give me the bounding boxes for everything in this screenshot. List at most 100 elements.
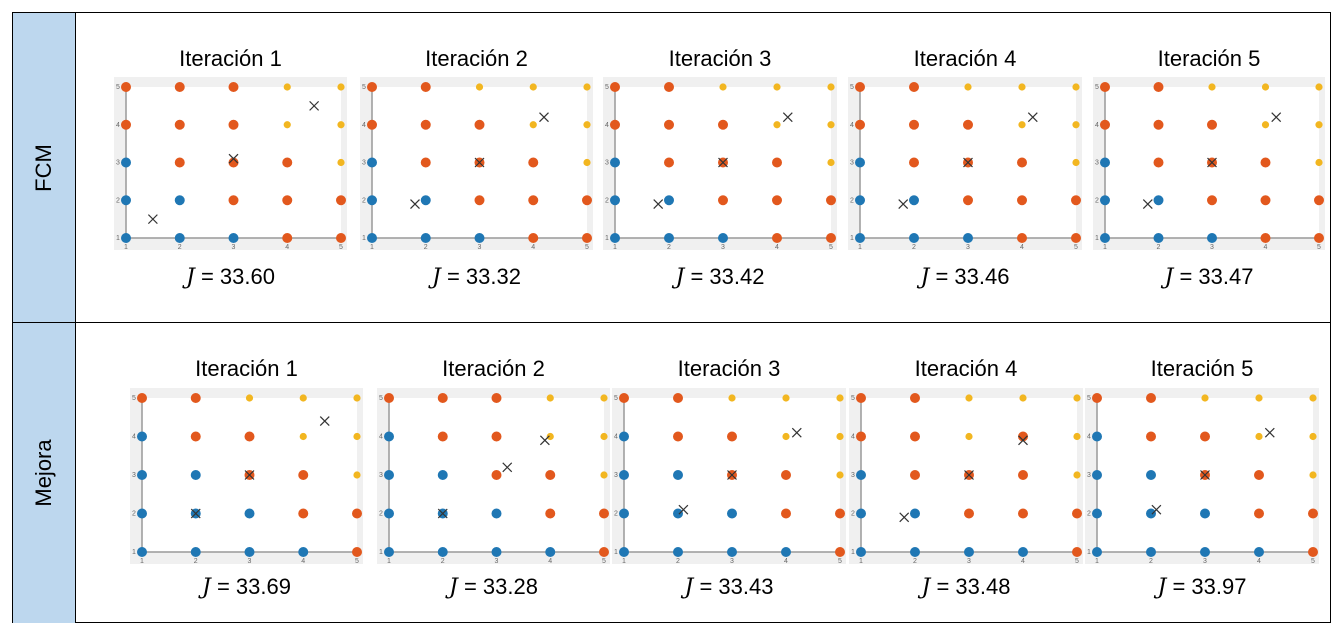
data-point bbox=[583, 158, 591, 167]
data-point bbox=[1100, 195, 1110, 206]
panel-title: Iteración 3 bbox=[677, 356, 781, 381]
data-point bbox=[719, 83, 727, 91]
data-point bbox=[727, 547, 737, 557]
y-tick-label: 3 bbox=[132, 472, 136, 479]
data-point bbox=[1315, 83, 1323, 91]
data-point bbox=[1019, 394, 1027, 402]
y-tick-label: 3 bbox=[379, 472, 383, 479]
data-point bbox=[664, 119, 674, 130]
data-point bbox=[664, 82, 674, 92]
data-point bbox=[964, 83, 972, 91]
x-tick-label: 2 bbox=[1149, 558, 1153, 565]
x-tick-label: 5 bbox=[1311, 558, 1315, 565]
x-tick-label: 5 bbox=[355, 558, 359, 565]
data-point bbox=[855, 157, 865, 168]
panel-title: Iteración 4 bbox=[914, 356, 1018, 381]
scatter-plot: 1 2 3 4 5 1 2 3 4 5 bbox=[603, 77, 837, 251]
x-tick-label: 4 bbox=[548, 558, 552, 565]
y-tick-label: 3 bbox=[614, 472, 618, 479]
x-tick-label: 1 bbox=[859, 558, 863, 565]
data-point bbox=[718, 195, 728, 206]
data-point bbox=[582, 195, 592, 206]
data-point bbox=[600, 471, 608, 479]
x-tick-label: 4 bbox=[531, 244, 535, 251]
data-point bbox=[190, 547, 201, 557]
data-point bbox=[367, 119, 377, 130]
scatter-plot: 1 2 3 4 5 1 2 3 4 5 bbox=[130, 388, 363, 565]
data-point bbox=[835, 508, 845, 519]
data-point bbox=[855, 119, 865, 130]
data-point bbox=[137, 508, 147, 519]
x-tick-label: 5 bbox=[838, 558, 842, 565]
y-tick-label: 3 bbox=[850, 160, 854, 167]
data-point bbox=[546, 394, 554, 402]
data-point bbox=[1146, 393, 1156, 403]
data-point bbox=[367, 82, 377, 92]
centroid-marker bbox=[1200, 470, 1210, 480]
x-tick-label: 3 bbox=[478, 244, 482, 251]
data-point bbox=[1092, 547, 1102, 557]
data-point bbox=[282, 157, 293, 168]
centroid-marker bbox=[1207, 157, 1217, 168]
centroid-marker bbox=[1264, 427, 1275, 438]
y-tick-label: 4 bbox=[379, 434, 383, 441]
data-point bbox=[664, 195, 674, 206]
centroid-marker bbox=[228, 153, 239, 164]
y-tick-label: 5 bbox=[850, 84, 854, 91]
data-point bbox=[1100, 157, 1110, 168]
data-point bbox=[964, 547, 974, 557]
data-point bbox=[282, 233, 293, 243]
y-tick-label: 1 bbox=[379, 549, 383, 556]
y-tick-label: 3 bbox=[1087, 472, 1091, 479]
centroid-marker bbox=[718, 157, 728, 168]
data-point bbox=[600, 394, 608, 402]
data-point bbox=[1314, 195, 1324, 206]
data-point bbox=[474, 195, 485, 206]
y-tick-label: 2 bbox=[614, 511, 618, 518]
y-tick-label: 2 bbox=[850, 197, 854, 204]
data-point bbox=[1018, 83, 1026, 91]
data-point bbox=[1017, 195, 1027, 206]
data-point bbox=[384, 431, 394, 442]
y-tick-label: 4 bbox=[1095, 122, 1099, 129]
data-point bbox=[1072, 121, 1080, 129]
data-point bbox=[491, 393, 502, 403]
panel-title: Iteración 2 bbox=[442, 356, 545, 381]
data-point bbox=[619, 393, 629, 403]
objective-number: = 33.43 bbox=[693, 574, 774, 599]
centroid-marker bbox=[309, 100, 320, 111]
data-point bbox=[174, 195, 185, 206]
x-tick-label: 1 bbox=[613, 244, 617, 251]
objective-symbol: J bbox=[1157, 575, 1167, 600]
data-point bbox=[336, 233, 346, 243]
data-point bbox=[474, 119, 485, 130]
y-tick-label: 2 bbox=[132, 511, 136, 518]
data-point bbox=[367, 233, 377, 243]
data-point bbox=[384, 508, 394, 519]
centroid-marker bbox=[1142, 199, 1153, 209]
x-tick-label: 4 bbox=[784, 558, 788, 565]
data-point bbox=[1017, 157, 1027, 168]
data-point bbox=[1254, 470, 1264, 480]
scatter-plot: 1 2 3 4 5 1 2 3 4 5 bbox=[848, 77, 1082, 251]
centroid-marker bbox=[1027, 112, 1038, 123]
data-point bbox=[619, 470, 629, 480]
data-point bbox=[528, 233, 539, 243]
data-point bbox=[1092, 431, 1102, 442]
data-point bbox=[420, 157, 431, 168]
objective-value: J = 33.47 bbox=[1165, 264, 1254, 290]
data-point bbox=[856, 393, 866, 403]
data-point bbox=[855, 195, 865, 206]
data-point bbox=[1260, 157, 1271, 168]
data-point bbox=[228, 119, 239, 130]
centroid-marker bbox=[502, 462, 513, 473]
data-point bbox=[1018, 121, 1026, 129]
data-point bbox=[244, 508, 255, 519]
data-point bbox=[1261, 121, 1270, 129]
centroid-marker bbox=[678, 504, 689, 515]
x-tick-label: 4 bbox=[775, 244, 779, 251]
data-point bbox=[836, 471, 844, 479]
data-point bbox=[836, 432, 844, 441]
panel-title: Iteración 5 bbox=[1150, 356, 1254, 381]
x-tick-label: 4 bbox=[1020, 244, 1024, 251]
